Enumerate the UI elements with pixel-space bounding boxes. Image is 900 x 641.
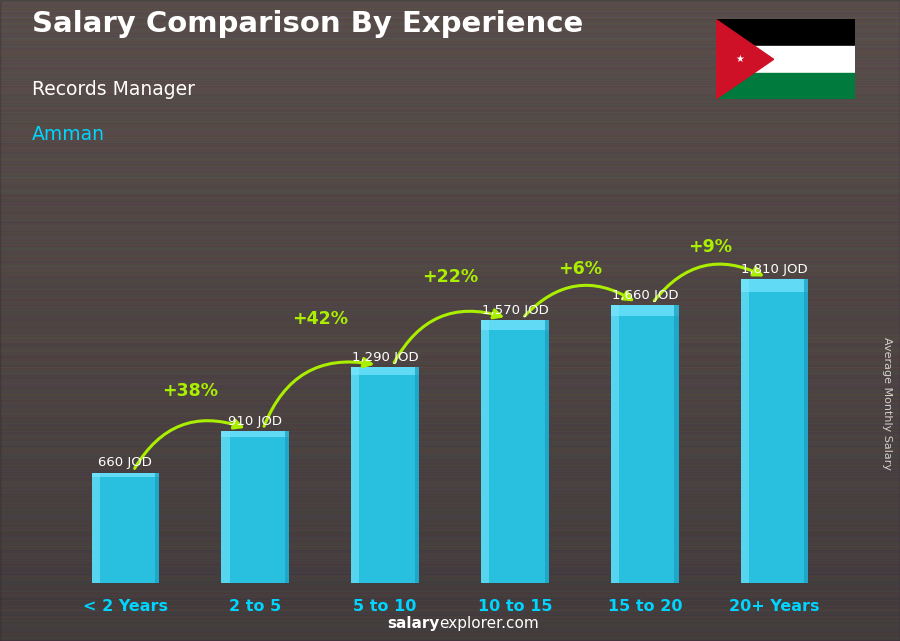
Text: 660 JOD: 660 JOD (98, 456, 152, 469)
Text: Amman: Amman (32, 125, 104, 144)
Text: Average Monthly Salary: Average Monthly Salary (881, 337, 892, 470)
Text: 1,660 JOD: 1,660 JOD (611, 288, 678, 302)
Bar (155, 472, 159, 583)
Text: 910 JOD: 910 JOD (229, 415, 283, 428)
Bar (741, 279, 808, 583)
Bar (716, 72, 855, 99)
Polygon shape (716, 19, 774, 99)
Bar (285, 431, 289, 583)
Text: +38%: +38% (162, 382, 219, 401)
Bar (92, 472, 159, 583)
Bar (716, 19, 855, 46)
Bar (351, 367, 359, 583)
Text: explorer.com: explorer.com (439, 617, 539, 631)
Bar (741, 279, 808, 292)
Bar (221, 431, 289, 583)
Bar (351, 367, 418, 376)
Text: +42%: +42% (292, 310, 348, 328)
Text: 1,570 JOD: 1,570 JOD (482, 304, 548, 317)
Text: +9%: +9% (688, 238, 732, 256)
Bar (716, 46, 855, 72)
Text: 1,810 JOD: 1,810 JOD (742, 263, 808, 276)
Text: Records Manager: Records Manager (32, 80, 194, 99)
Bar (544, 320, 549, 583)
Bar (674, 304, 679, 583)
Bar (482, 320, 490, 583)
Text: Salary Comparison By Experience: Salary Comparison By Experience (32, 10, 583, 38)
Bar (221, 431, 230, 583)
Bar (415, 367, 419, 583)
Text: salary: salary (387, 617, 439, 631)
Bar (351, 367, 418, 583)
Bar (221, 431, 289, 437)
Bar (482, 320, 549, 583)
Bar (611, 304, 679, 316)
Bar (92, 472, 100, 583)
Bar (92, 472, 159, 477)
Bar (611, 304, 619, 583)
Text: +6%: +6% (558, 260, 602, 278)
Text: ★: ★ (736, 54, 744, 64)
Text: +22%: +22% (422, 268, 478, 286)
Text: 1,290 JOD: 1,290 JOD (352, 351, 419, 363)
Bar (741, 279, 749, 583)
Bar (482, 320, 549, 330)
Bar (611, 304, 679, 583)
Bar (805, 279, 808, 583)
